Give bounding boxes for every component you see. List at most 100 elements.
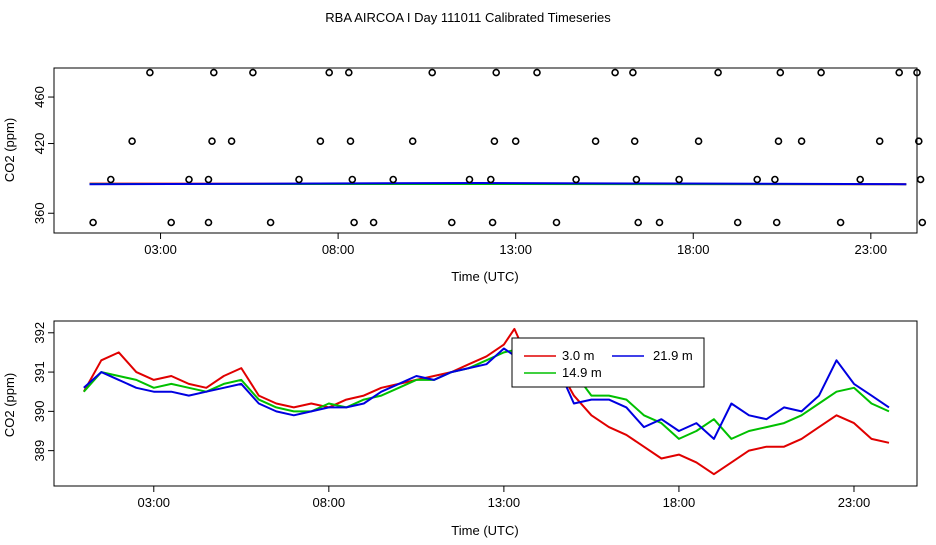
- top-y-tick-label: 420: [32, 133, 47, 155]
- bottom-x-axis: 03:00 08:00 13:00 18:00 23:00: [138, 486, 871, 510]
- outlier-point: [390, 177, 396, 183]
- outlier-point: [554, 220, 560, 226]
- outlier-point: [410, 138, 416, 144]
- outlier-point: [612, 70, 618, 76]
- outlier-point: [735, 220, 741, 226]
- legend-label-21m: 21.9 m: [653, 348, 693, 363]
- bottom-x-tick-label: 13:00: [488, 495, 521, 510]
- bottom-y-tick-label: 389: [32, 440, 47, 462]
- outlier-point: [919, 220, 925, 226]
- outlier-point: [317, 138, 323, 144]
- outlier-point: [715, 70, 721, 76]
- outlier-point: [635, 220, 641, 226]
- outlier-point: [573, 177, 579, 183]
- outlier-point: [206, 220, 212, 226]
- bottom-series-group: [84, 329, 889, 474]
- bottom-series-line-149m: [84, 349, 889, 439]
- outlier-point: [493, 70, 499, 76]
- figure-title: RBA AIRCOA I Day 111011 Calibrated Times…: [325, 10, 611, 25]
- bottom-x-tick-label: 18:00: [663, 495, 696, 510]
- top-panel: 360 420 460 03:00 08:00 13:00 18:00 23:00 Time…: [2, 68, 925, 284]
- outlier-point: [776, 138, 782, 144]
- outlier-point: [467, 177, 473, 183]
- top-plot-frame: [54, 68, 917, 233]
- outlier-point: [838, 220, 844, 226]
- outlier-point: [490, 220, 496, 226]
- outlier-point: [818, 70, 824, 76]
- outlier-point: [348, 138, 354, 144]
- outlier-point: [896, 70, 902, 76]
- top-y-axis-label: CO2 (ppm): [2, 118, 17, 182]
- top-x-tick-label: 23:00: [855, 242, 888, 257]
- outlier-point: [90, 220, 96, 226]
- bottom-series-line-30m: [84, 329, 889, 474]
- outlier-point: [108, 177, 114, 183]
- top-x-tick-label: 03:00: [144, 242, 177, 257]
- bottom-plot-frame: [54, 321, 917, 486]
- outlier-point: [857, 177, 863, 183]
- top-x-tick-label: 13:00: [499, 242, 532, 257]
- outlier-point: [491, 138, 497, 144]
- bottom-y-tick-label: 390: [32, 401, 47, 423]
- outlier-point: [877, 138, 883, 144]
- outlier-point: [147, 70, 153, 76]
- legend-label-3m: 3.0 m: [562, 348, 595, 363]
- outlier-point: [488, 177, 494, 183]
- top-y-tick-label: 360: [32, 202, 47, 224]
- bottom-x-axis-label: Time (UTC): [451, 523, 518, 538]
- bottom-series-line-219m: [84, 349, 889, 439]
- legend: 3.0 m 21.9 m 14.9 m: [512, 338, 704, 387]
- outlier-point: [206, 177, 212, 183]
- bottom-y-axis-label: CO2 (ppm): [2, 373, 17, 437]
- outlier-point: [168, 220, 174, 226]
- outlier-point: [326, 70, 332, 76]
- top-x-axis-label: Time (UTC): [451, 269, 518, 284]
- top-y-axis: 360 420 460: [32, 86, 54, 224]
- bottom-panel: 389 390 391 392 03:00 08:00 13:00 18:00 23:00 T…: [2, 321, 917, 538]
- outlier-point: [346, 70, 352, 76]
- outlier-point: [777, 70, 783, 76]
- bottom-x-tick-label: 08:00: [313, 495, 346, 510]
- bottom-x-tick-label: 23:00: [838, 495, 871, 510]
- top-y-tick-label: 460: [32, 86, 47, 108]
- outlier-point: [429, 70, 435, 76]
- bottom-y-tick-label: 392: [32, 322, 47, 344]
- outlier-point: [211, 70, 217, 76]
- bottom-y-axis: 389 390 391 392: [32, 322, 54, 462]
- outlier-point: [449, 220, 455, 226]
- outlier-point: [696, 138, 702, 144]
- outlier-point: [268, 220, 274, 226]
- outlier-point: [250, 70, 256, 76]
- outlier-point: [513, 138, 519, 144]
- outlier-point: [799, 138, 805, 144]
- outlier-point: [676, 177, 682, 183]
- top-series-line-219m: [90, 183, 907, 184]
- outlier-point: [209, 138, 215, 144]
- outlier-point: [351, 220, 357, 226]
- outlier-point: [296, 177, 302, 183]
- outlier-point: [633, 177, 639, 183]
- top-series-group: [90, 183, 907, 184]
- outlier-point: [657, 220, 663, 226]
- outlier-point: [349, 177, 355, 183]
- outlier-point: [186, 177, 192, 183]
- top-x-tick-label: 18:00: [677, 242, 710, 257]
- outlier-point: [754, 177, 760, 183]
- outlier-point: [772, 177, 778, 183]
- top-outlier-points: [90, 70, 925, 226]
- outlier-point: [630, 70, 636, 76]
- bottom-x-tick-label: 03:00: [138, 495, 171, 510]
- top-x-axis: 03:00 08:00 13:00 18:00 23:00: [144, 233, 887, 257]
- outlier-point: [534, 70, 540, 76]
- outlier-point: [371, 220, 377, 226]
- outlier-point: [229, 138, 235, 144]
- outlier-point: [632, 138, 638, 144]
- outlier-point: [593, 138, 599, 144]
- bottom-y-tick-label: 391: [32, 361, 47, 383]
- outlier-point: [129, 138, 135, 144]
- outlier-point: [918, 177, 924, 183]
- outlier-point: [774, 220, 780, 226]
- top-x-tick-label: 08:00: [322, 242, 355, 257]
- legend-label-14m: 14.9 m: [562, 365, 602, 380]
